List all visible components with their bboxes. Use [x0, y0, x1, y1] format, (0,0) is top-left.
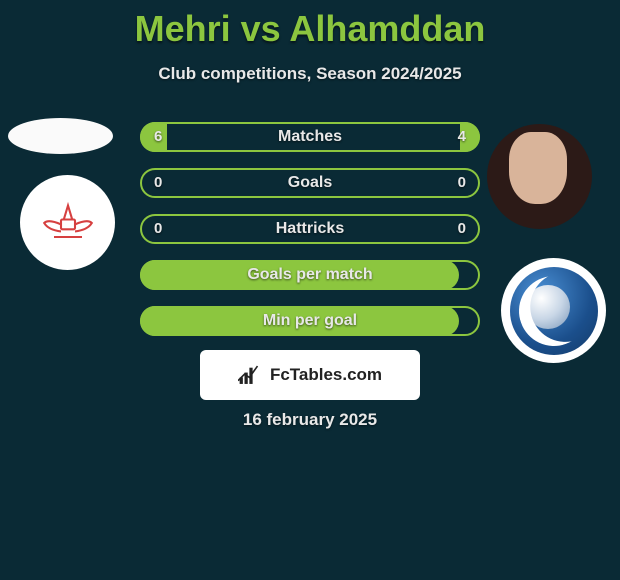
stats-panel: 6 4 Matches 0 0 Goals 0 0 Hattricks Goals per mat…	[140, 122, 480, 352]
stat-left-value: 0	[154, 220, 162, 237]
stat-row: 0 0 Goals	[140, 168, 480, 198]
stat-right-value: 0	[458, 220, 466, 237]
stat-row: 6 4 Matches	[140, 122, 480, 152]
watermark-box: FcTables.com	[200, 350, 420, 400]
stat-left-value: 0	[154, 174, 162, 191]
stat-right-value: 4	[458, 128, 466, 145]
date-label: 16 february 2025	[0, 410, 620, 430]
stat-label: Min per goal	[263, 312, 357, 330]
stat-label: Matches	[278, 128, 342, 146]
stat-label: Goals	[288, 174, 332, 192]
player-right-photo	[487, 124, 592, 229]
subtitle: Club competitions, Season 2024/2025	[0, 64, 620, 84]
stat-row: Goals per match	[140, 260, 480, 290]
stat-row: Min per goal	[140, 306, 480, 336]
stat-row: 0 0 Hattricks	[140, 214, 480, 244]
stat-right-value: 0	[458, 174, 466, 191]
crescent-ball-icon	[510, 267, 598, 355]
page-title: Mehri vs Alhamddan	[0, 0, 620, 50]
bars-icon	[238, 364, 264, 386]
stat-label: Hattricks	[276, 220, 344, 238]
player-left-photo	[8, 118, 113, 154]
watermark-label: FcTables.com	[270, 365, 382, 385]
stat-label: Goals per match	[247, 266, 372, 284]
stat-left-value: 6	[154, 128, 162, 145]
club-left-badge	[20, 175, 115, 270]
club-right-badge	[501, 258, 606, 363]
trophy-wings-icon	[33, 188, 103, 258]
